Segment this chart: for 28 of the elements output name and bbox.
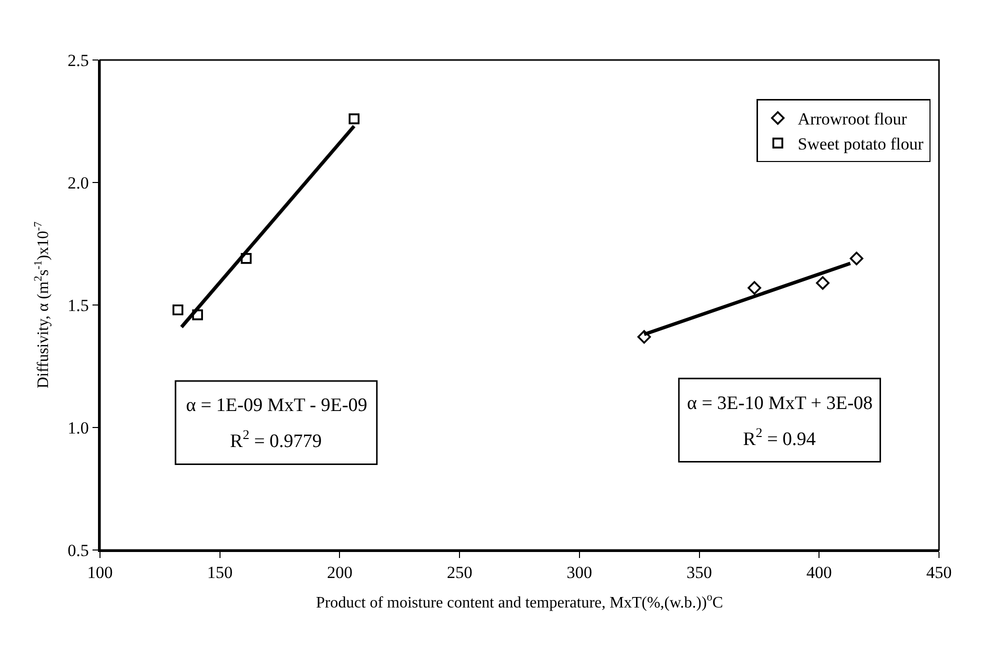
point: [172, 304, 184, 316]
x-tick-label: 300: [566, 563, 592, 582]
y-tick-label: 2.0: [68, 173, 89, 192]
x-tick-label: 450: [926, 563, 952, 582]
point: [850, 252, 864, 266]
point: [348, 113, 360, 124]
annotation: α = 1E-09 MxT - 9E-09: [186, 395, 368, 416]
legend-label: Sweet potato flour: [798, 134, 924, 154]
x-tick-label: 200: [326, 563, 352, 582]
point: [192, 309, 203, 320]
y-tick-label: 2.5: [68, 50, 89, 70]
x-tick-label: 350: [686, 563, 712, 582]
point: [748, 281, 762, 295]
legend-label: Arrowroot flour: [798, 110, 908, 129]
x-axis-title: Product of moisture content and temperature, MxT(%,(w.b.))$^{o}$C: [316, 592, 724, 612]
y-tick-label: 1.5: [68, 296, 89, 315]
x-tick-label: 100: [87, 563, 113, 582]
annotation: R$^{2}$ = 0.94: [743, 425, 816, 450]
point: [637, 330, 651, 344]
annotation: R$^{2}$ = 0.9779: [230, 427, 322, 452]
point: [240, 253, 252, 264]
x-tick-label: 150: [207, 563, 233, 582]
annotation: α = 3E-10 MxT + 3E-08: [687, 393, 873, 414]
y-tick-label: 0.5: [68, 540, 89, 560]
x-tick-label: 400: [806, 563, 832, 582]
x-tick-label: 250: [446, 563, 472, 582]
y-tick-label: 1.0: [68, 418, 89, 438]
point: [816, 276, 830, 290]
